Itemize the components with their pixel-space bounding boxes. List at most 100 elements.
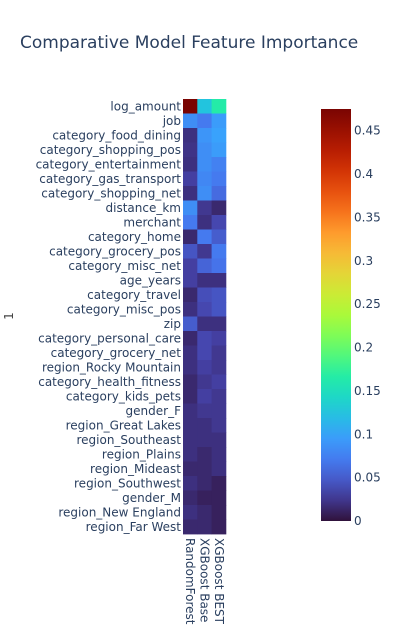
- heatmap-cell[interactable]: [211, 331, 227, 346]
- heatmap-cell[interactable]: [211, 447, 227, 462]
- heatmap-cell[interactable]: [211, 403, 227, 419]
- x-tick-label: RandomForest: [183, 538, 197, 625]
- heatmap-cell[interactable]: [211, 432, 227, 448]
- y-tick-label: category_misc_pos: [67, 302, 181, 316]
- y-tick-label: log_amount: [110, 99, 181, 113]
- heatmap-cell[interactable]: [211, 360, 227, 375]
- heatmap-cell[interactable]: [183, 505, 198, 520]
- heatmap-cell[interactable]: [183, 128, 198, 143]
- heatmap-cell[interactable]: [197, 490, 212, 506]
- heatmap-cell[interactable]: [183, 273, 198, 288]
- heatmap-cell[interactable]: [183, 200, 198, 216]
- heatmap-cell[interactable]: [183, 418, 198, 433]
- heatmap-cell[interactable]: [197, 331, 212, 346]
- heatmap-cell[interactable]: [197, 447, 212, 462]
- heatmap-cell[interactable]: [197, 157, 212, 172]
- heatmap-cell[interactable]: [211, 215, 227, 230]
- heatmap-cell[interactable]: [211, 505, 227, 520]
- heatmap-cell[interactable]: [183, 519, 198, 535]
- heatmap-cell[interactable]: [197, 142, 212, 158]
- heatmap-cell[interactable]: [183, 171, 198, 187]
- heatmap-cell[interactable]: [183, 461, 198, 477]
- heatmap-cell[interactable]: [197, 374, 212, 390]
- heatmap-cell[interactable]: [183, 142, 198, 158]
- heatmap-cell[interactable]: [183, 287, 198, 303]
- heatmap-cell[interactable]: [183, 244, 198, 259]
- heatmap-cell[interactable]: [183, 316, 198, 332]
- heatmap-cell[interactable]: [197, 171, 212, 187]
- heatmap-cell[interactable]: [183, 215, 198, 230]
- heatmap-cell[interactable]: [183, 331, 198, 346]
- heatmap-cell[interactable]: [197, 418, 212, 433]
- heatmap-cell[interactable]: [211, 229, 227, 245]
- heatmap-cell[interactable]: [197, 113, 212, 129]
- y-tick-label: category_shopping_pos: [40, 143, 181, 157]
- heatmap-cell[interactable]: [197, 316, 212, 332]
- heatmap-cell[interactable]: [197, 244, 212, 259]
- heatmap-cell[interactable]: [197, 99, 212, 114]
- heatmap-cell[interactable]: [183, 447, 198, 462]
- heatmap-cell[interactable]: [183, 360, 198, 375]
- heatmap-cell[interactable]: [197, 519, 212, 535]
- heatmap-cell[interactable]: [183, 186, 198, 201]
- heatmap-cell[interactable]: [197, 287, 212, 303]
- heatmap-cell[interactable]: [197, 360, 212, 375]
- heatmap-cell[interactable]: [197, 461, 212, 477]
- heatmap-cell[interactable]: [211, 345, 227, 361]
- y-tick-label: category_health_fitness: [38, 375, 181, 389]
- heatmap-cell[interactable]: [211, 316, 227, 332]
- heatmap-cell[interactable]: [211, 418, 227, 433]
- y-tick-label: category_kids_pets: [66, 389, 181, 403]
- heatmap-cell[interactable]: [211, 389, 227, 404]
- heatmap-cell[interactable]: [211, 200, 227, 216]
- heatmap-cell[interactable]: [197, 476, 212, 491]
- heatmap-cell[interactable]: [183, 258, 198, 274]
- heatmap-cell[interactable]: [211, 244, 227, 259]
- heatmap-cell[interactable]: [197, 215, 212, 230]
- heatmap-cell[interactable]: [211, 287, 227, 303]
- heatmap-cell[interactable]: [197, 345, 212, 361]
- heatmap-cell[interactable]: [197, 258, 212, 274]
- heatmap-cell[interactable]: [183, 403, 198, 419]
- heatmap-cell[interactable]: [211, 258, 227, 274]
- heatmap-cell[interactable]: [183, 229, 198, 245]
- heatmap-cell[interactable]: [197, 273, 212, 288]
- heatmap-cell[interactable]: [183, 389, 198, 404]
- heatmap-cell[interactable]: [211, 171, 227, 187]
- heatmap-cell[interactable]: [183, 374, 198, 390]
- heatmap-cell[interactable]: [197, 229, 212, 245]
- heatmap-cell[interactable]: [211, 99, 227, 114]
- heatmap-cell[interactable]: [183, 113, 198, 129]
- x-tick-label: XGBoost BEST: [212, 538, 226, 625]
- heatmap-cell[interactable]: [183, 490, 198, 506]
- y-tick-label: region_Mideast: [90, 462, 181, 476]
- heatmap-cell[interactable]: [197, 389, 212, 404]
- heatmap-cell[interactable]: [211, 273, 227, 288]
- heatmap-cell[interactable]: [197, 432, 212, 448]
- heatmap-cell[interactable]: [211, 490, 227, 506]
- heatmap-cell[interactable]: [211, 113, 227, 129]
- heatmap-cell[interactable]: [197, 128, 212, 143]
- heatmap-cell[interactable]: [211, 142, 227, 158]
- heatmap-cell[interactable]: [211, 302, 227, 317]
- heatmap-cell[interactable]: [211, 374, 227, 390]
- heatmap-cell[interactable]: [211, 476, 227, 491]
- heatmap-cell[interactable]: [211, 157, 227, 172]
- heatmap-cell[interactable]: [183, 302, 198, 317]
- heatmap-cell[interactable]: [211, 461, 227, 477]
- heatmap-cell[interactable]: [183, 432, 198, 448]
- heatmap-cell[interactable]: [197, 505, 212, 520]
- heatmap-cell[interactable]: [211, 186, 227, 201]
- heatmap-cell[interactable]: [197, 302, 212, 317]
- heatmap-cell[interactable]: [197, 186, 212, 201]
- heatmap-cell[interactable]: [197, 200, 212, 216]
- heatmap-cell[interactable]: [197, 403, 212, 419]
- heatmap-cell[interactable]: [183, 476, 198, 491]
- heatmap-cell[interactable]: [211, 519, 227, 535]
- y-tick-label: category_misc_net: [68, 259, 181, 273]
- heatmap-cell[interactable]: [211, 128, 227, 143]
- heatmap-cell[interactable]: [183, 99, 198, 114]
- heatmap-cell[interactable]: [183, 345, 198, 361]
- heatmap-cell[interactable]: [183, 157, 198, 172]
- y-tick-label: category_shopping_net: [41, 186, 181, 200]
